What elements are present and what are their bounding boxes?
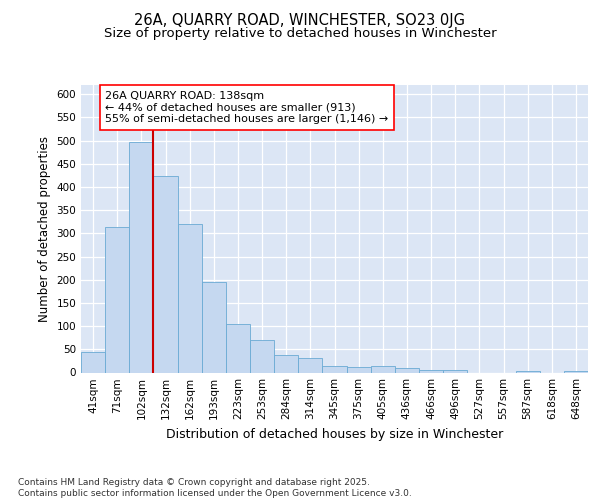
Bar — [371, 366, 395, 372]
Bar — [154, 176, 178, 372]
Bar — [347, 367, 371, 372]
Bar — [515, 370, 540, 372]
Bar — [81, 352, 105, 372]
Text: Contains HM Land Registry data © Crown copyright and database right 2025.
Contai: Contains HM Land Registry data © Crown c… — [18, 478, 412, 498]
Bar — [564, 370, 588, 372]
Bar — [129, 142, 154, 372]
Bar — [250, 340, 274, 372]
Text: Size of property relative to detached houses in Winchester: Size of property relative to detached ho… — [104, 28, 496, 40]
Y-axis label: Number of detached properties: Number of detached properties — [38, 136, 51, 322]
Bar — [395, 368, 419, 372]
Text: 26A QUARRY ROAD: 138sqm
← 44% of detached houses are smaller (913)
55% of semi-d: 26A QUARRY ROAD: 138sqm ← 44% of detache… — [105, 91, 388, 124]
Bar — [105, 228, 129, 372]
Bar — [419, 370, 443, 372]
Bar — [226, 324, 250, 372]
Bar — [322, 366, 347, 372]
Bar — [178, 224, 202, 372]
Bar — [202, 282, 226, 372]
Bar — [274, 356, 298, 372]
X-axis label: Distribution of detached houses by size in Winchester: Distribution of detached houses by size … — [166, 428, 503, 441]
Bar — [443, 370, 467, 372]
Bar — [298, 358, 322, 372]
Text: 26A, QUARRY ROAD, WINCHESTER, SO23 0JG: 26A, QUARRY ROAD, WINCHESTER, SO23 0JG — [134, 12, 466, 28]
